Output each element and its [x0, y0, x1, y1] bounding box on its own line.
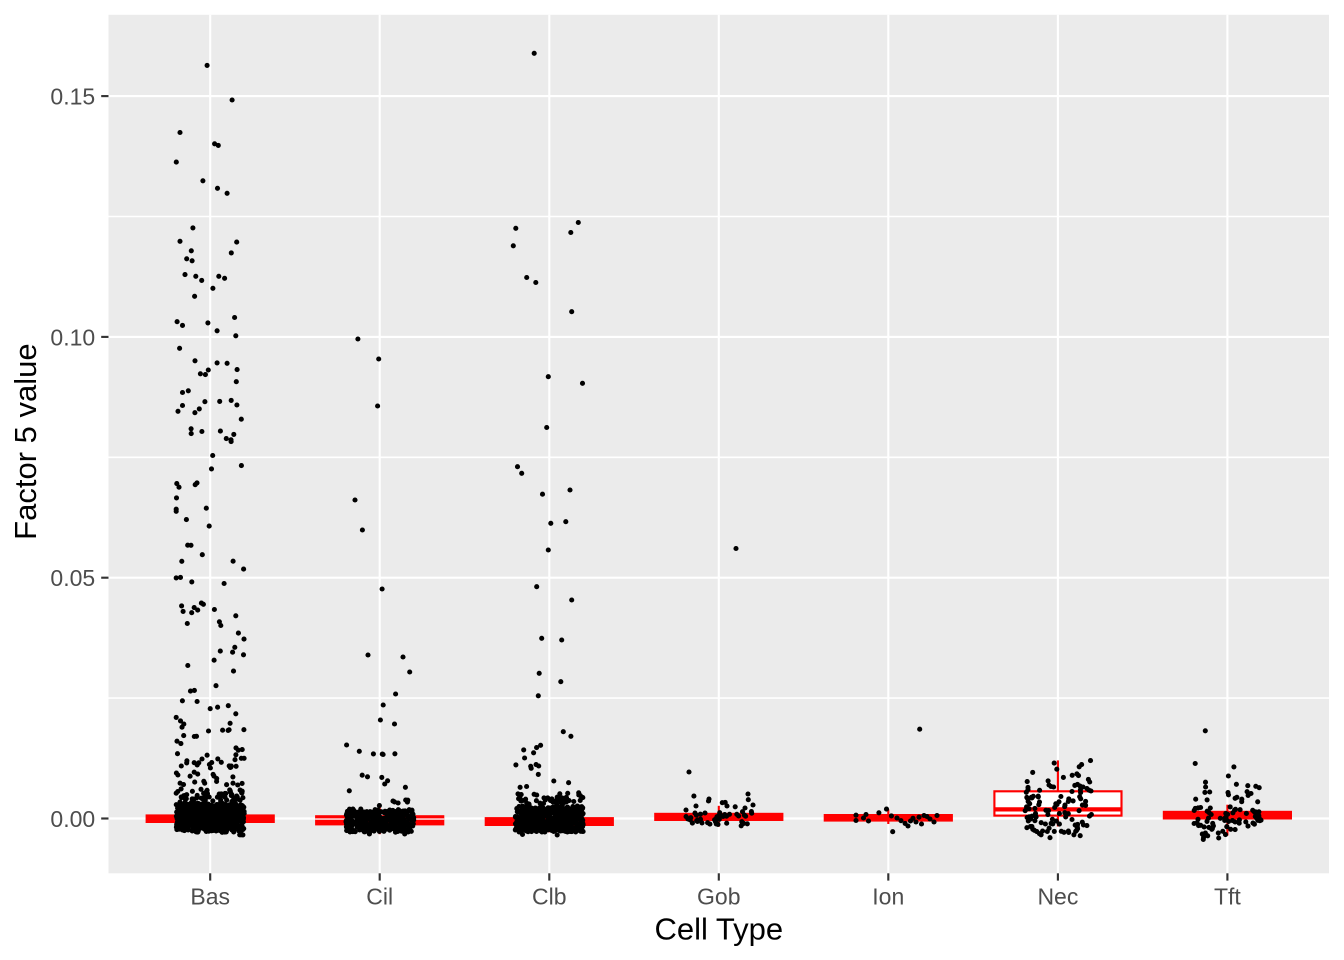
svg-text:Tft: Tft: [1214, 883, 1241, 909]
svg-text:0.10: 0.10: [50, 324, 95, 350]
svg-text:Gob: Gob: [697, 883, 740, 909]
svg-text:Bas: Bas: [190, 883, 230, 909]
svg-text:Cell Type: Cell Type: [654, 911, 783, 946]
svg-text:Cil: Cil: [366, 883, 393, 909]
svg-text:0.00: 0.00: [50, 806, 95, 832]
svg-text:0.15: 0.15: [50, 84, 95, 110]
svg-text:0.05: 0.05: [50, 565, 95, 591]
svg-text:Factor 5 value: Factor 5 value: [8, 343, 43, 539]
svg-text:Clb: Clb: [532, 883, 567, 909]
svg-text:Ion: Ion: [872, 883, 904, 909]
svg-text:Nec: Nec: [1037, 883, 1078, 909]
